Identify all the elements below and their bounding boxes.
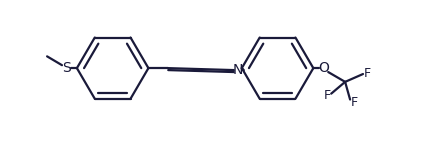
- Text: O: O: [318, 61, 329, 75]
- Text: F: F: [351, 96, 357, 109]
- Text: N: N: [233, 63, 243, 77]
- Text: S: S: [63, 61, 71, 75]
- Text: F: F: [363, 67, 371, 80]
- Text: F: F: [324, 89, 331, 102]
